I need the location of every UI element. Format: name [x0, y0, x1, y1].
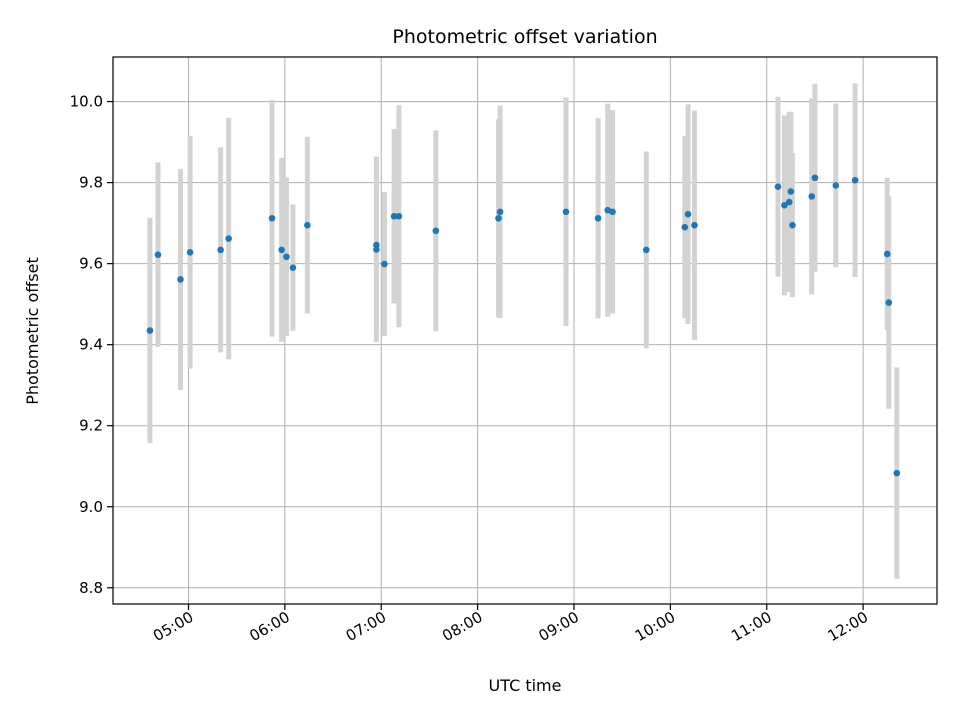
data-point: [154, 251, 162, 259]
data-point: [495, 214, 502, 222]
data-point: [774, 183, 782, 190]
data-point: [146, 327, 154, 334]
y-axis-ticks: 8.8 9.0 9.2 9.4 9.6 9.8 10.0: [70, 93, 113, 597]
y-tick-label: 9.8: [79, 174, 103, 192]
data-point: [642, 246, 650, 254]
data-point: [177, 276, 184, 283]
x-axis-label: UTC time: [489, 676, 562, 695]
data-point: [289, 264, 297, 271]
x-axis-ticks: 05:00 06:00 07:00 08:00 09:00 10:00 11:00 12:00: [150, 604, 871, 645]
y-tick-label: 9.6: [79, 255, 103, 273]
x-tick-label: 05:00: [150, 608, 196, 645]
x-tick-label: 07:00: [343, 608, 389, 645]
data-point: [390, 212, 398, 220]
data-point: [893, 469, 901, 477]
data-point: [432, 227, 440, 235]
x-tick-label: 09:00: [536, 608, 582, 645]
x-tick-label: 11:00: [728, 608, 774, 645]
y-tick-label: 8.8: [79, 579, 103, 597]
data-point: [883, 250, 891, 258]
data-point: [789, 221, 796, 229]
data-point: [381, 260, 388, 268]
plot-area-frame: [112, 56, 938, 605]
data-point: [808, 193, 816, 200]
error-bars: [147, 83, 900, 579]
y-tick-label: 10.0: [70, 93, 103, 111]
data-point: [225, 235, 232, 242]
x-tick-label: 10:00: [632, 608, 678, 645]
x-tick-label: 12:00: [825, 608, 871, 645]
data-point: [681, 223, 689, 231]
y-axis-label: Photometric offset: [23, 257, 42, 405]
data-point: [787, 188, 795, 195]
x-tick-label: 06:00: [246, 608, 292, 645]
data-point: [781, 201, 788, 209]
chart-title: Photometric offset variation: [392, 26, 657, 48]
grid-lines: [113, 57, 937, 604]
y-tick-label: 9.2: [79, 417, 103, 435]
data-point: [562, 208, 570, 216]
data-point: [395, 212, 403, 220]
data-point: [283, 253, 290, 261]
data-point: [885, 299, 893, 306]
data-point: [278, 246, 285, 254]
data-point: [832, 182, 840, 189]
y-tick-label: 9.0: [79, 498, 103, 516]
data-point: [373, 246, 380, 253]
data-point: [304, 221, 311, 229]
data-point: [785, 198, 793, 206]
data-point: [609, 208, 616, 216]
data-point: [217, 246, 224, 254]
data-point: [496, 208, 504, 216]
data-point: [594, 214, 602, 222]
data-point: [691, 221, 698, 229]
data-point: [268, 214, 276, 222]
data-point: [851, 176, 859, 184]
x-tick-label: 08:00: [439, 608, 485, 645]
data-points: [146, 174, 901, 477]
y-tick-label: 9.4: [79, 336, 103, 354]
data-point: [684, 210, 692, 218]
data-point: [186, 248, 194, 256]
data-point: [811, 174, 819, 182]
